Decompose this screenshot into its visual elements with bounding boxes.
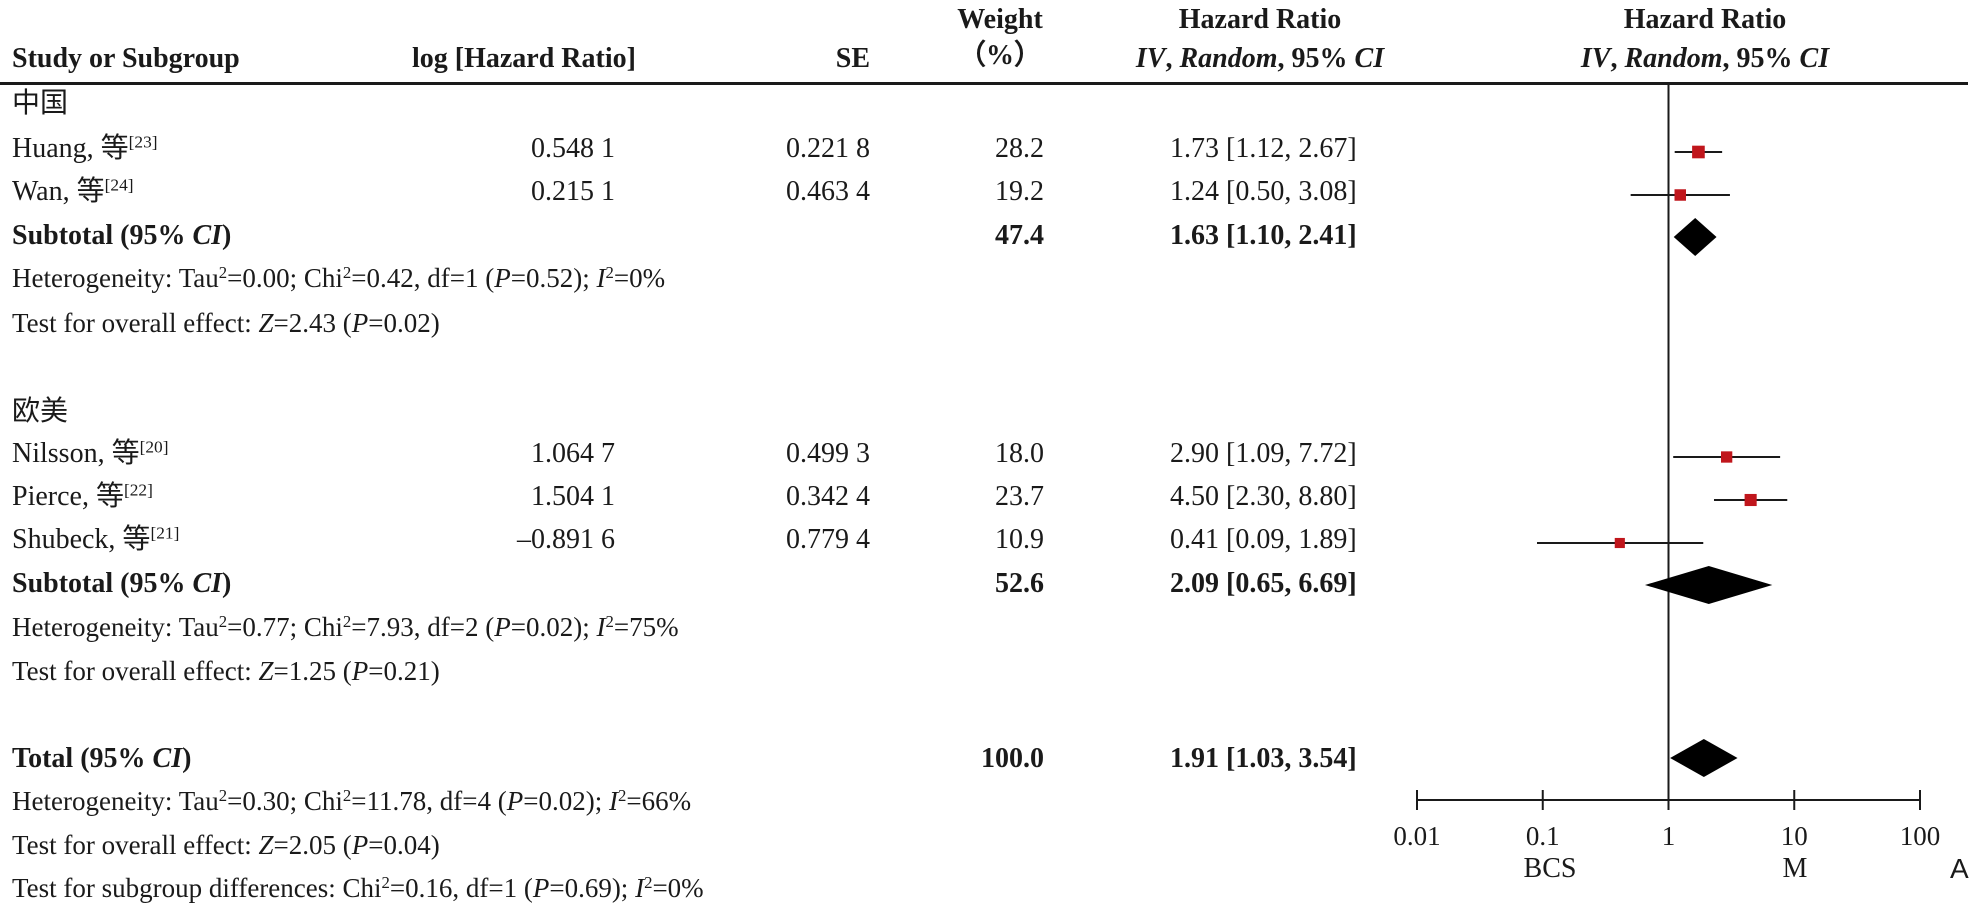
total-label: Total (95% CI) <box>12 743 192 774</box>
overall-effect-text: Test for overall effect: Z=2.05 (P=0.04) <box>12 830 440 860</box>
heterogeneity-text: Heterogeneity: Tau2=0.30; Chi2=11.78, df… <box>12 785 692 816</box>
subtotal-weight: 47.4 <box>995 220 1044 251</box>
study-weight: 23.7 <box>995 481 1044 512</box>
x-tick-label: 100 <box>1900 821 1941 851</box>
study-weight: 18.0 <box>995 438 1044 469</box>
heterogeneity-text: Heterogeneity: Tau2=0.00; Chi2=0.42, df=… <box>12 262 666 293</box>
x-tick-label: 1 <box>1662 821 1676 851</box>
header-se: SE <box>835 43 870 74</box>
study-se: 0.342 4 <box>786 481 870 512</box>
panel-label: A <box>1950 853 1969 884</box>
header-log-hr: log [Hazard Ratio] <box>412 43 636 74</box>
axis-left-label: BCS <box>1523 853 1577 884</box>
study-author: Wan, 等[24] <box>12 175 134 207</box>
study-log-hr: 0.548 1 <box>531 133 615 164</box>
study-se: 0.779 4 <box>786 524 870 555</box>
subtotal-label: Subtotal (95% CI) <box>12 220 232 251</box>
summary-diamond <box>1644 566 1773 604</box>
axis-right-label: M <box>1782 853 1808 884</box>
study-marker <box>1692 145 1705 159</box>
overall-effect-text: Test for overall effect: Z=2.43 (P=0.02) <box>12 308 440 338</box>
study-hr: 0.41 [0.09, 1.89] <box>1170 524 1357 555</box>
study-se: 0.499 3 <box>786 438 870 469</box>
study-log-hr: 1.064 7 <box>531 438 615 469</box>
study-log-hr: –0.891 6 <box>517 524 615 555</box>
header-hr-method: IV, Random, 95% CI <box>1135 43 1385 74</box>
study-author: Shubeck, 等[21] <box>12 523 180 555</box>
total-hr: 1.91 [1.03, 3.54] <box>1170 743 1357 774</box>
study-hr: 1.24 [0.50, 3.08] <box>1170 176 1357 207</box>
study-marker <box>1744 493 1757 507</box>
study-weight: 28.2 <box>995 133 1044 164</box>
header-weight: Weight <box>957 4 1043 35</box>
study-hr: 1.73 [1.12, 2.67] <box>1170 133 1357 164</box>
subtotal-hr: 2.09 [0.65, 6.69] <box>1170 568 1357 599</box>
header-rule <box>0 82 1968 85</box>
study-weight: 19.2 <box>995 176 1044 207</box>
plot-method: IV, Random, 95% CI <box>1580 43 1830 74</box>
heterogeneity-text: Heterogeneity: Tau2=0.77; Chi2=7.93, df=… <box>12 611 679 642</box>
x-tick-label: 0.1 <box>1526 821 1560 851</box>
header-weight-unit: （%） <box>957 40 1042 71</box>
x-tick-label: 10 <box>1781 821 1808 851</box>
total-weight: 100.0 <box>981 743 1044 774</box>
study-author: Huang, 等[23] <box>12 132 158 164</box>
plot-title: Hazard Ratio <box>1623 4 1787 35</box>
x-tick-label: 0.01 <box>1393 821 1440 851</box>
header-study: Study or Subgroup <box>12 43 240 74</box>
study-author: Nilsson, 等[20] <box>12 437 169 469</box>
overall-effect-text: Test for overall effect: Z=1.25 (P=0.21) <box>12 656 440 686</box>
group-name: 中国 <box>12 88 69 119</box>
study-weight: 10.9 <box>995 524 1044 555</box>
study-marker <box>1674 189 1686 201</box>
study-hr: 2.90 [1.09, 7.72] <box>1170 438 1357 469</box>
study-hr: 4.50 [2.30, 8.80] <box>1170 481 1357 512</box>
study-se: 0.221 8 <box>786 133 870 164</box>
study-se: 0.463 4 <box>786 176 870 207</box>
study-marker <box>1720 451 1733 463</box>
subtotal-weight: 52.6 <box>995 568 1044 599</box>
study-log-hr: 1.504 1 <box>531 481 615 512</box>
group-name: 欧美 <box>12 396 69 427</box>
study-author: Pierce, 等[22] <box>12 480 153 512</box>
summary-diamond <box>1673 218 1717 256</box>
header-hr-title: Hazard Ratio <box>1178 4 1342 35</box>
subtotal-label: Subtotal (95% CI) <box>12 568 232 599</box>
subtotal-hr: 1.63 [1.10, 2.41] <box>1170 220 1357 251</box>
study-log-hr: 0.215 1 <box>531 176 615 207</box>
subgroup-differences-text: Test for subgroup differences: Chi2=0.16… <box>12 872 704 903</box>
summary-diamond <box>1670 739 1738 777</box>
study-marker <box>1614 537 1625 549</box>
